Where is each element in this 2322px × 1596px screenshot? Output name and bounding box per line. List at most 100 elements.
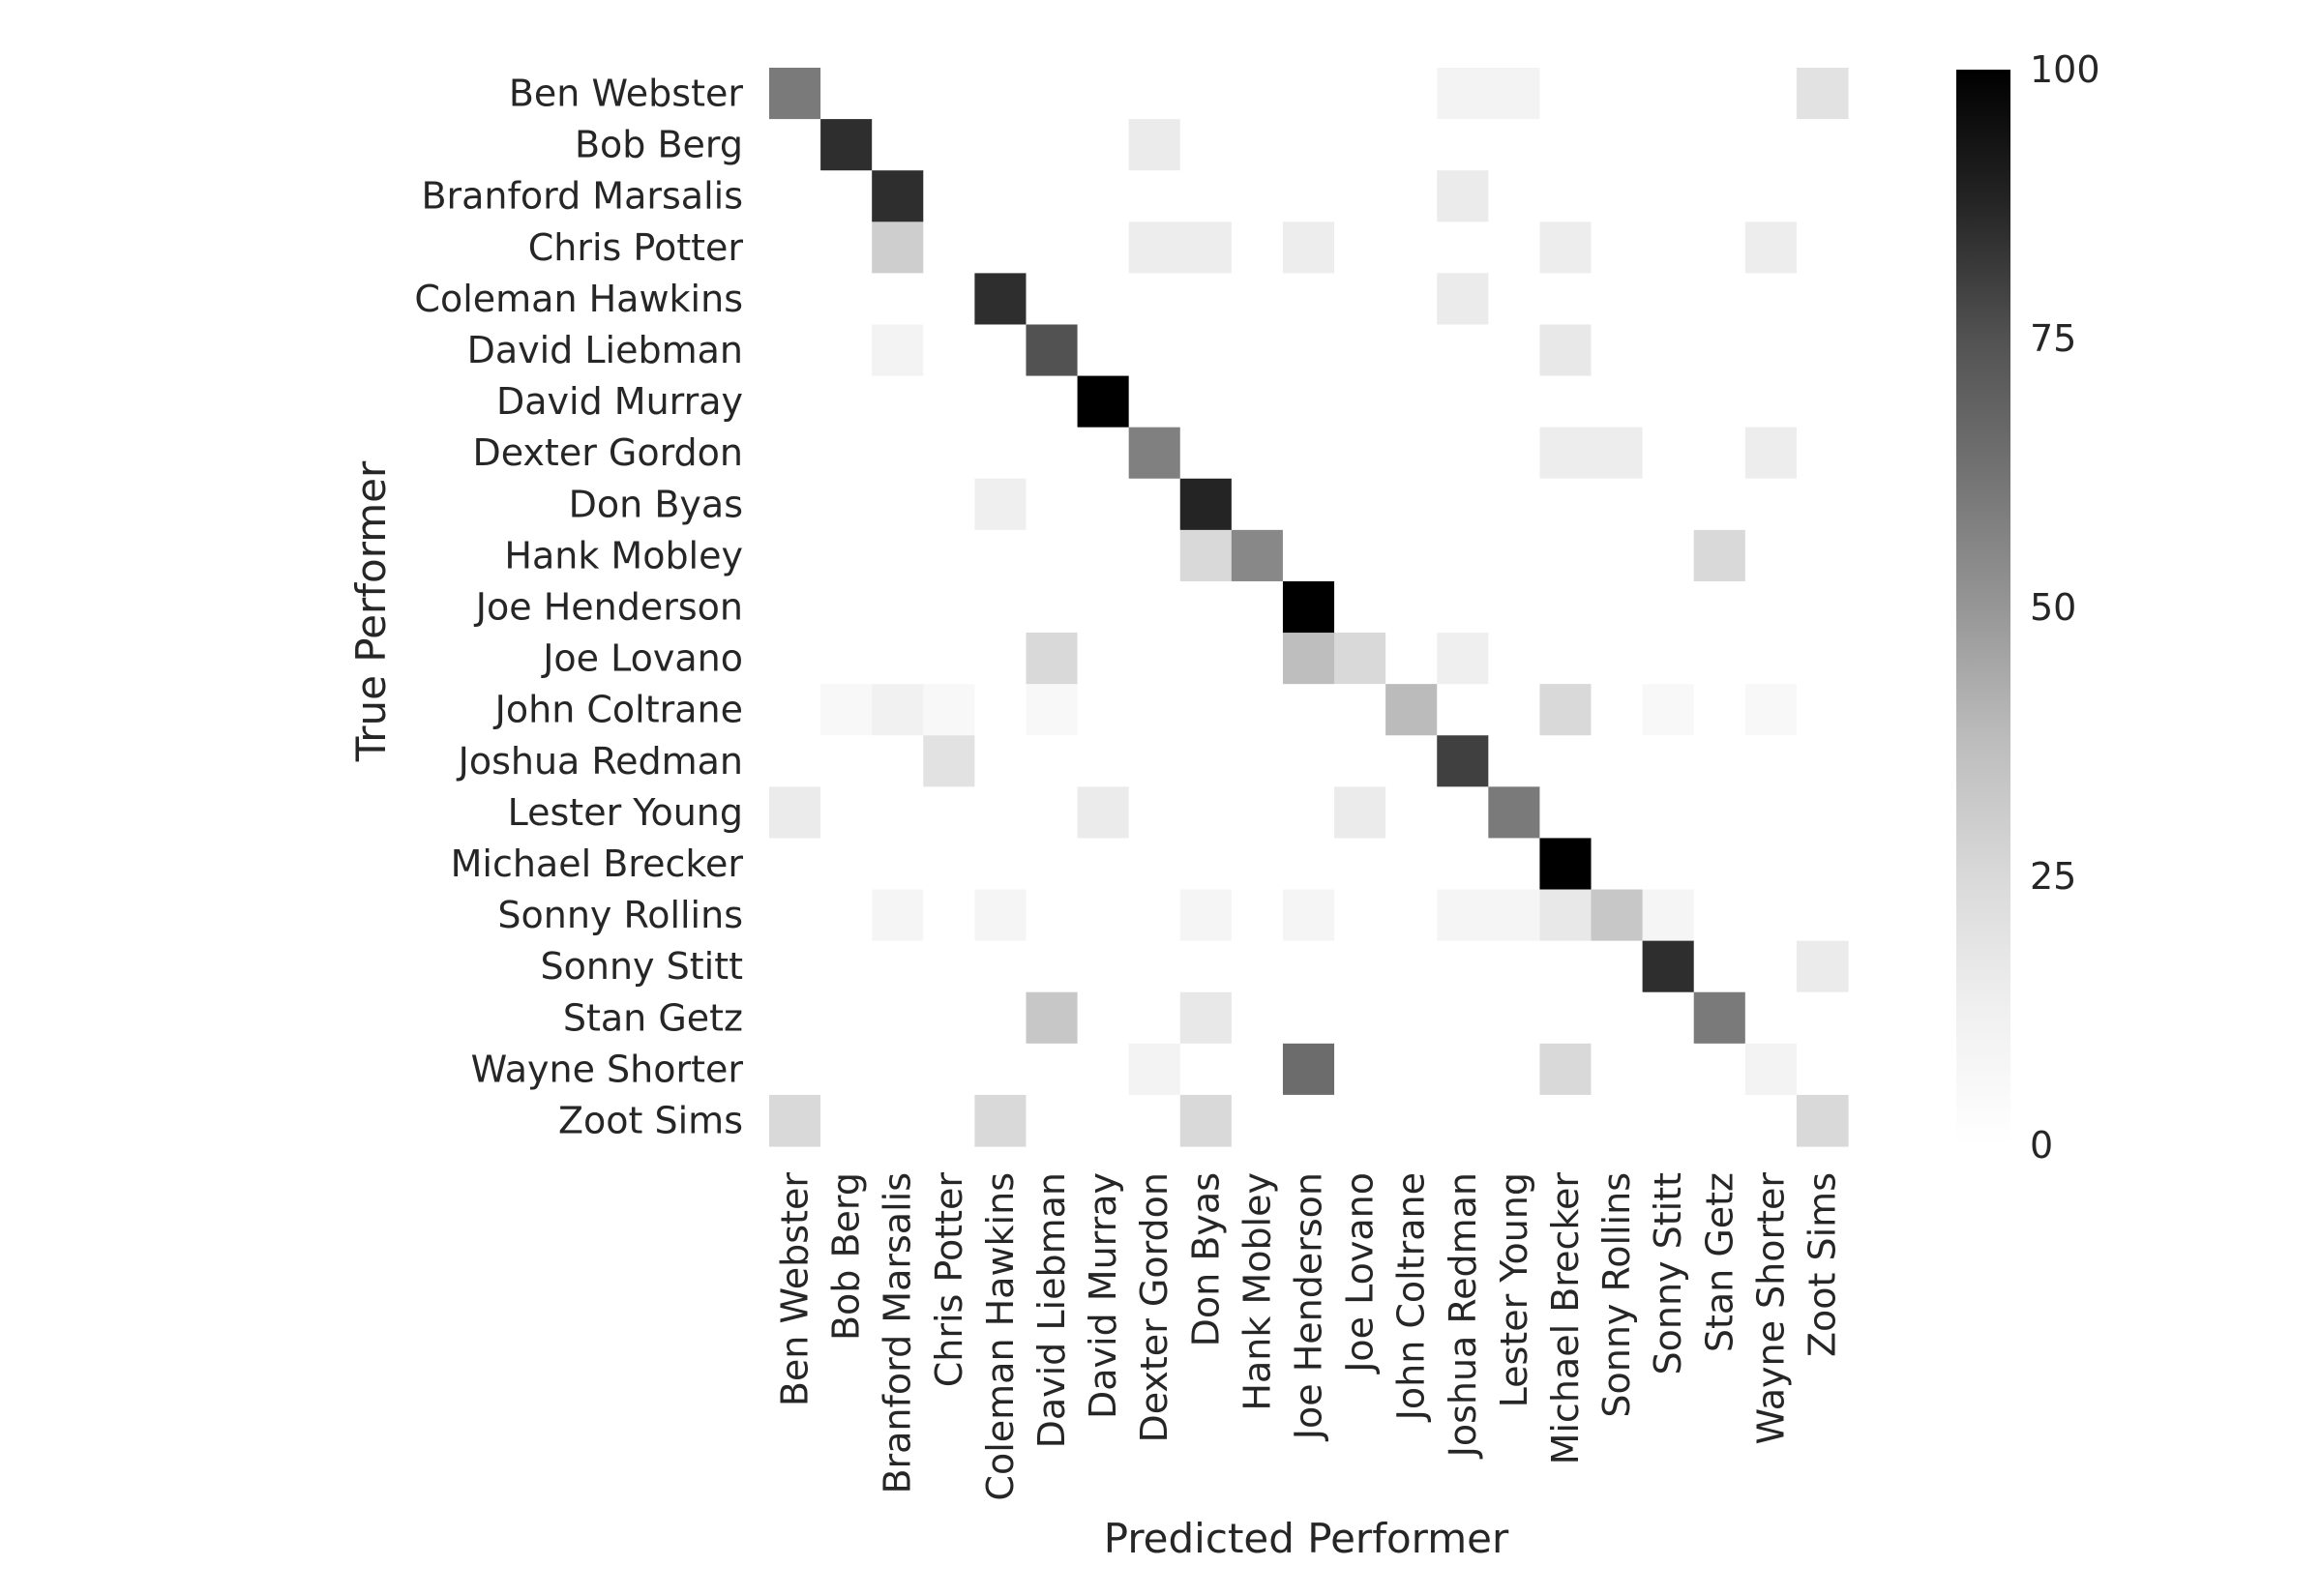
- y-tick-label: Michael Brecker: [451, 842, 744, 885]
- heatmap-cell: [1488, 838, 1541, 891]
- heatmap-cell: [769, 119, 821, 171]
- heatmap-cell: [1642, 68, 1695, 120]
- heatmap-cell: [1744, 1043, 1798, 1096]
- heatmap-cell: [1128, 1094, 1181, 1147]
- heatmap-cell: [820, 529, 873, 582]
- heatmap-cell: [1231, 529, 1284, 582]
- heatmap-cell: [872, 633, 924, 685]
- heatmap-cell: [1385, 991, 1438, 1045]
- heatmap-cell: [1231, 633, 1284, 685]
- heatmap-cell: [1539, 580, 1593, 634]
- heatmap-cell: [1026, 889, 1079, 942]
- heatmap-cell: [1796, 580, 1849, 634]
- heatmap-cell: [1026, 838, 1079, 891]
- heatmap-cell: [1488, 119, 1541, 171]
- heatmap-cell: [1591, 170, 1644, 222]
- heatmap-cell: [820, 478, 873, 531]
- heatmap-cell: [1744, 324, 1798, 377]
- heatmap-cell: [974, 324, 1027, 377]
- heatmap-cell: [1026, 1094, 1079, 1147]
- y-tick-label: Joe Henderson: [474, 586, 743, 629]
- heatmap-cell: [1282, 889, 1335, 942]
- heatmap-cell: [1385, 1094, 1438, 1147]
- heatmap-cell: [1282, 940, 1335, 993]
- heatmap-cell: [1026, 222, 1079, 274]
- heatmap-cell: [1642, 633, 1695, 685]
- y-tick-label: Sonny Stitt: [541, 945, 743, 988]
- heatmap-cell: [1077, 170, 1130, 222]
- heatmap-cell: [872, 786, 924, 840]
- heatmap-cell: [1539, 529, 1593, 582]
- heatmap-cell: [1693, 427, 1746, 480]
- heatmap-cell: [1282, 633, 1335, 685]
- heatmap-cell: [1693, 633, 1746, 685]
- heatmap-cell: [769, 786, 821, 840]
- heatmap-cell: [1539, 838, 1593, 891]
- heatmap-cell: [1128, 684, 1181, 736]
- heatmap-cell: [872, 222, 924, 274]
- heatmap-cell: [1282, 324, 1335, 377]
- heatmap-cell: [923, 427, 975, 480]
- heatmap-cell: [1642, 580, 1695, 634]
- heatmap-cell: [820, 633, 873, 685]
- heatmap-cell: [1693, 991, 1746, 1045]
- heatmap-cell: [1128, 991, 1181, 1045]
- heatmap-cell: [1077, 68, 1130, 120]
- heatmap-cell: [1591, 119, 1644, 171]
- heatmap-cell: [1693, 838, 1746, 891]
- heatmap-cell: [1385, 375, 1438, 429]
- heatmap-cell: [1231, 991, 1284, 1045]
- heatmap-cell: [1437, 684, 1489, 736]
- heatmap-cell: [1334, 529, 1386, 582]
- heatmap-cell: [1437, 940, 1489, 993]
- heatmap-cell: [769, 838, 821, 891]
- heatmap-cell: [1128, 170, 1181, 222]
- heatmap-cell: [1796, 324, 1849, 377]
- heatmap-cell: [1744, 427, 1798, 480]
- heatmap-cell: [1539, 375, 1593, 429]
- heatmap-cell: [1334, 940, 1386, 993]
- y-tick-label: Chris Potter: [528, 226, 744, 269]
- heatmap-cell: [1334, 633, 1386, 685]
- heatmap-cell: [1179, 735, 1233, 787]
- heatmap-cell: [1693, 529, 1746, 582]
- heatmap-cell: [1077, 838, 1130, 891]
- heatmap-cell: [1744, 119, 1798, 171]
- heatmap-cell: [1231, 940, 1284, 993]
- heatmap-cell: [1026, 786, 1079, 840]
- heatmap-cell: [1334, 889, 1386, 942]
- heatmap-cell: [1488, 786, 1541, 840]
- heatmap-cell: [1796, 478, 1849, 531]
- heatmap-cell: [820, 273, 873, 326]
- heatmap-cell: [1744, 684, 1798, 736]
- heatmap-cell: [1179, 633, 1233, 685]
- heatmap-cell: [820, 324, 873, 377]
- heatmap-cell: [1488, 684, 1541, 736]
- heatmap-cell: [974, 119, 1027, 171]
- heatmap-cell: [820, 940, 873, 993]
- heatmap-cell: [1488, 222, 1541, 274]
- heatmap-cell: [1334, 735, 1386, 787]
- heatmap-cell: [1179, 273, 1233, 326]
- heatmap-cell: [974, 68, 1027, 120]
- heatmap-cell: [1385, 478, 1438, 531]
- heatmap-cell: [1026, 940, 1079, 993]
- heatmap-cell: [1796, 119, 1849, 171]
- heatmap-cell: [1128, 375, 1181, 429]
- heatmap-cell: [1334, 119, 1386, 171]
- heatmap-cell: [1796, 786, 1849, 840]
- y-tick-label: John Coltrane: [493, 689, 743, 731]
- heatmap-cell: [1179, 529, 1233, 582]
- heatmap-cell: [1642, 119, 1695, 171]
- heatmap-cell: [923, 1094, 975, 1147]
- heatmap-cell: [1282, 838, 1335, 891]
- heatmap-cell: [872, 478, 924, 531]
- heatmap-cell: [923, 273, 975, 326]
- heatmap-cell: [1539, 324, 1593, 377]
- heatmap-cell: [1437, 838, 1489, 891]
- heatmap-cell: [1026, 478, 1079, 531]
- heatmap-cell: [1539, 1094, 1593, 1147]
- heatmap-cell: [1026, 375, 1079, 429]
- heatmap-cell: [820, 786, 873, 840]
- heatmap-cell: [1334, 68, 1386, 120]
